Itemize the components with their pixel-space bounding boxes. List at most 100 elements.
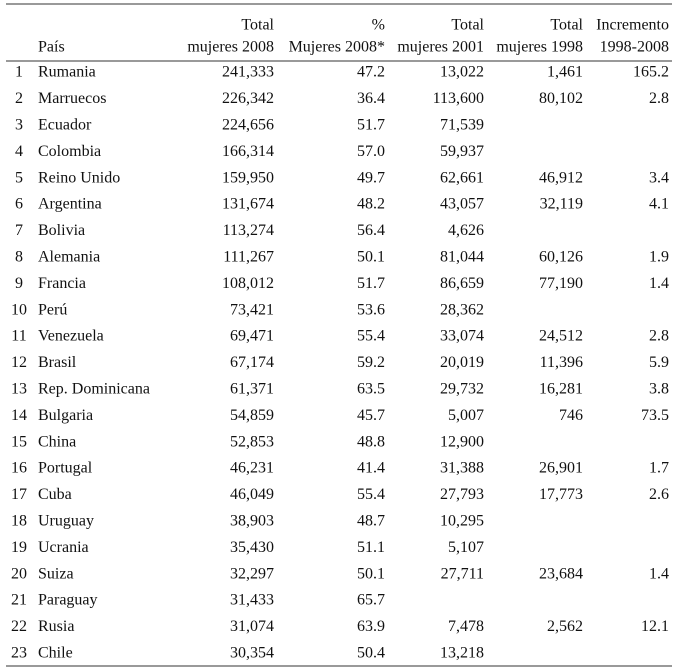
row-number: 17 <box>11 486 27 503</box>
header-cell: País <box>38 39 65 56</box>
table-cell: 159,950 <box>222 169 274 186</box>
table-cell: 746 <box>559 407 583 424</box>
table-cell: 81,044 <box>440 248 484 265</box>
country-name: Brasil <box>38 354 77 371</box>
table-cell: 32,119 <box>540 196 583 213</box>
table-cell: 57.0 <box>357 143 385 160</box>
table-cell: 17,773 <box>539 486 583 503</box>
header-cell: mujeres 2001 <box>397 39 484 56</box>
table-cell: 67,174 <box>230 354 274 371</box>
table-cell: 55.4 <box>357 328 385 345</box>
country-name: Ecuador <box>38 116 92 133</box>
table-cell: 13,022 <box>440 64 484 81</box>
country-name: Portugal <box>38 460 93 477</box>
table-cell: 1.4 <box>649 565 669 582</box>
table-cell: 1.9 <box>649 248 669 265</box>
table-cell: 63.9 <box>357 618 385 635</box>
country-name: Argentina <box>38 196 102 213</box>
header-cell: Total <box>550 17 583 34</box>
table-cell: 11,396 <box>540 354 583 371</box>
row-number: 23 <box>11 644 27 661</box>
table-cell: 166,314 <box>222 143 274 160</box>
table-cell: 51.7 <box>357 275 385 292</box>
table-cell: 26,901 <box>539 460 583 477</box>
table-cell: 111,267 <box>223 248 274 265</box>
table-cell: 50.1 <box>357 248 385 265</box>
row-number: 4 <box>15 143 23 160</box>
table-cell: 49.7 <box>357 169 385 186</box>
header-cell: % <box>372 17 385 34</box>
table-cell: 69,471 <box>230 328 274 345</box>
table-cell: 32,297 <box>230 565 274 582</box>
table-cell: 80,102 <box>539 90 583 107</box>
header-cell: 1998-2008 <box>600 39 669 56</box>
table-cell: 52,853 <box>230 433 274 450</box>
table-cell: 108,012 <box>222 275 274 292</box>
table-cell: 55.4 <box>357 486 385 503</box>
table-cell: 27,711 <box>441 565 484 582</box>
header-cell: Total <box>241 17 274 34</box>
row-number: 20 <box>11 565 27 582</box>
country-name: Uruguay <box>38 512 94 529</box>
country-name: Perú <box>38 301 67 318</box>
table-cell: 2,562 <box>547 618 583 635</box>
row-number: 2 <box>15 90 23 107</box>
table-cell: 51.1 <box>357 539 385 556</box>
table-cell: 50.4 <box>357 644 385 661</box>
table-cell: 47.2 <box>357 64 385 81</box>
table-cell: 56.4 <box>357 222 385 239</box>
table-cell: 3.8 <box>649 380 669 397</box>
table-cell: 224,656 <box>222 116 274 133</box>
table-cell: 2.8 <box>649 90 669 107</box>
table-cell: 23,684 <box>539 565 583 582</box>
country-name: Colombia <box>38 143 101 160</box>
row-number: 10 <box>11 301 27 318</box>
row-number: 18 <box>11 512 27 529</box>
country-name: Ucrania <box>38 539 89 556</box>
header-cell: mujeres 2008 <box>187 39 274 56</box>
table-cell: 24,512 <box>539 328 583 345</box>
table-cell: 53.6 <box>357 301 385 318</box>
country-name: Alemania <box>38 248 100 265</box>
table-cell: 73.5 <box>641 407 669 424</box>
table-cell: 12,900 <box>440 433 484 450</box>
country-name: Bolivia <box>38 222 85 239</box>
table-cell: 113,600 <box>433 90 484 107</box>
country-name: Paraguay <box>38 592 98 609</box>
table-cell: 48.8 <box>357 433 385 450</box>
table-cell: 48.7 <box>357 512 385 529</box>
table-cell: 33,074 <box>440 328 484 345</box>
table-cell: 41.4 <box>357 460 385 477</box>
row-number: 12 <box>11 354 27 371</box>
table-cell: 1,461 <box>547 64 583 81</box>
table-cell: 12.1 <box>641 618 669 635</box>
table-cell: 51.7 <box>357 116 385 133</box>
country-name: Marruecos <box>38 90 106 107</box>
table-cell: 5.9 <box>649 354 669 371</box>
header-cell: mujeres 1998 <box>496 39 583 56</box>
table-cell: 86,659 <box>440 275 484 292</box>
table-cell: 31,388 <box>440 460 484 477</box>
table-cell: 2.8 <box>649 328 669 345</box>
country-name: Rumania <box>38 64 96 81</box>
table-cell: 5,007 <box>448 407 484 424</box>
row-number: 9 <box>15 275 23 292</box>
table-cell: 7,478 <box>448 618 484 635</box>
table-cell: 61,371 <box>230 380 274 397</box>
country-name: Rep. Dominicana <box>38 380 150 397</box>
table-cell: 36.4 <box>357 90 385 107</box>
table-cell: 50.1 <box>357 565 385 582</box>
table-cell: 38,903 <box>230 512 274 529</box>
table-cell: 45.7 <box>357 407 385 424</box>
table-cell: 165.2 <box>633 64 669 81</box>
table-cell: 28,362 <box>440 301 484 318</box>
table-cell: 77,190 <box>539 275 583 292</box>
table-cell: 3.4 <box>649 169 669 186</box>
row-number: 22 <box>11 618 27 635</box>
header-cell: Incremento <box>596 17 669 34</box>
table-cell: 27,793 <box>440 486 484 503</box>
table-cell: 30,354 <box>230 644 274 661</box>
row-number: 11 <box>11 328 26 345</box>
table-cell: 35,430 <box>230 539 274 556</box>
